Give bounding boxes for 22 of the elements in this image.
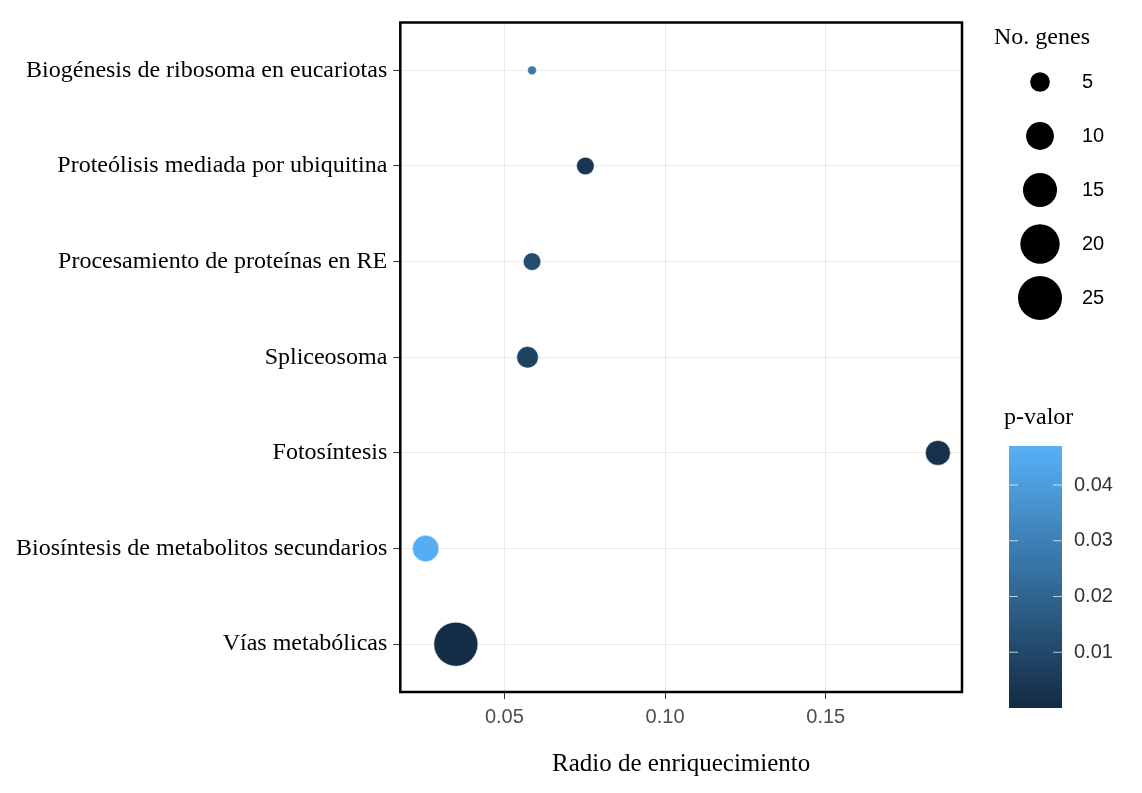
legend-label: 20: [1082, 231, 1105, 254]
legend-title: No. genes: [994, 23, 1090, 50]
x-tick-label: 0.15: [806, 704, 846, 727]
x-tick-label: 0.10: [645, 704, 685, 727]
color-bar-title: p-valor: [1004, 403, 1074, 430]
x-tick-label: 0.05: [484, 704, 524, 727]
y-tick-label: Proteólisis mediada por ubiquitina: [57, 151, 388, 178]
color-bar-label: 0.02: [1074, 584, 1113, 607]
legend-label: 25: [1082, 285, 1105, 308]
color-bar-label: 0.01: [1074, 639, 1113, 662]
legend-label: 10: [1082, 123, 1105, 146]
color-bar-label: 0.03: [1074, 528, 1113, 551]
y-tick-label: Vías metabólicas: [222, 629, 388, 656]
x-axis-title: Radio de enriquecimiento: [552, 748, 811, 776]
y-tick-label: Biogénesis de ribosoma en eucariotas: [26, 55, 388, 82]
color-bar-label: 0.04: [1074, 472, 1113, 495]
y-tick-label: Spliceosoma: [264, 342, 388, 369]
y-tick-label: Biosíntesis de metabolitos secundarios: [15, 533, 388, 560]
y-tick-label: Procesamiento de proteínas en RE: [58, 246, 388, 273]
legend-label: 5: [1082, 69, 1094, 92]
y-tick-label: Fotosíntesis: [272, 438, 388, 465]
legend-label: 15: [1082, 177, 1105, 200]
